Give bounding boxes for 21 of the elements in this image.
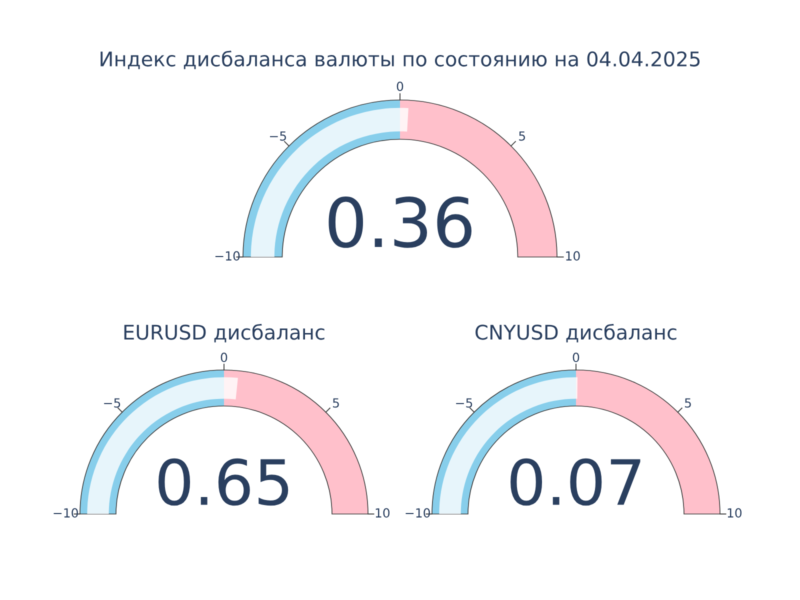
text: 0	[572, 352, 580, 362]
text: 10	[376, 508, 390, 518]
text: 0	[220, 352, 228, 362]
data-label: 0.36	[328, 196, 472, 248]
text: CNYUSD дисбаланс	[476, 324, 676, 342]
text: 0	[396, 82, 404, 92]
text: EURUSD дисбаланс	[124, 324, 324, 342]
text: Индекс дисбаланса валюты по состоянию на 04.04.2025	[100, 50, 700, 70]
text: −10	[54, 508, 78, 518]
text: −5	[456, 398, 472, 408]
data-label: 0.65	[158, 458, 288, 506]
text: −10	[215, 251, 240, 261]
text: −5	[104, 398, 120, 408]
text: 10	[728, 508, 742, 518]
data-label: 0.07	[510, 458, 640, 506]
text: 5	[684, 398, 691, 408]
text: 10	[566, 251, 580, 261]
text: 5	[519, 131, 525, 141]
text: −10	[406, 508, 430, 518]
text: −5	[270, 131, 286, 141]
text: 5	[332, 398, 339, 408]
